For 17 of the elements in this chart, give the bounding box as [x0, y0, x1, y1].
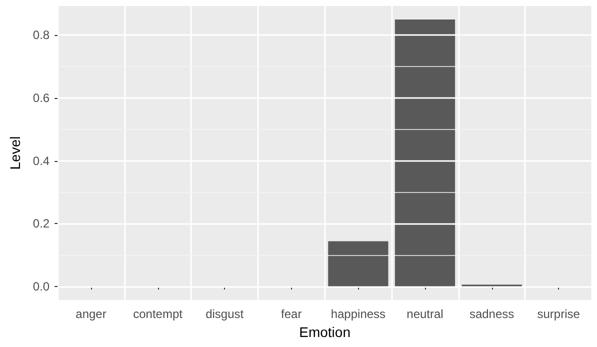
bar — [328, 241, 388, 286]
x-tick-label: sadness — [469, 307, 514, 321]
x-tick-label: fear — [281, 307, 302, 321]
y-tick-label: 0.8 — [32, 28, 50, 42]
y-tick-label: 0.0 — [32, 279, 50, 294]
y-axis-title: Level — [7, 136, 23, 170]
x-tick-label: anger — [76, 307, 106, 321]
y-tick-label: 0.2 — [32, 216, 50, 231]
bar — [394, 20, 456, 286]
x-tick-label: contempt — [133, 307, 184, 321]
x-tick-label: surprise — [537, 307, 580, 321]
y-tick-label: 0.4 — [32, 154, 50, 168]
x-tick-label: neutral — [406, 307, 444, 321]
x-tick-label: happiness — [330, 307, 386, 321]
x-tick-label: disgust — [206, 307, 244, 321]
y-tick-label: 0.6 — [32, 91, 50, 106]
x-axis-title: Emotion — [299, 324, 350, 340]
